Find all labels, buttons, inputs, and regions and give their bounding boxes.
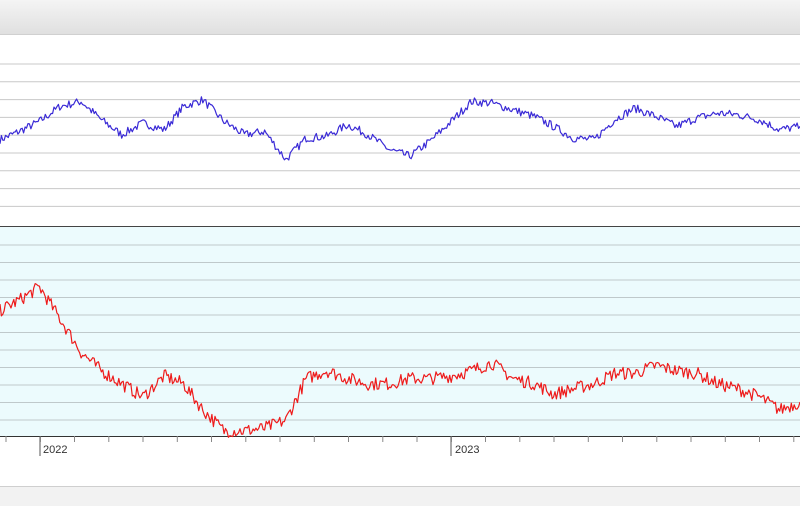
upper-gridlines: [0, 63, 800, 207]
upper-series-line: [0, 96, 800, 161]
x-major-ticks: 2022 2023: [39, 436, 479, 456]
lower-series-line: [0, 283, 800, 438]
chart-canvas: 2022 2023: [0, 60, 800, 456]
top-toolbar: [0, 0, 800, 35]
lower-panel-background: [0, 227, 800, 436]
x-tick-label-2022: 2022: [43, 444, 67, 456]
x-tick-label-2023: 2023: [455, 444, 479, 456]
lower-gridlines: [0, 244, 800, 421]
bottom-scrollbar[interactable]: [0, 486, 800, 506]
upper-panel-background: [0, 60, 800, 226]
